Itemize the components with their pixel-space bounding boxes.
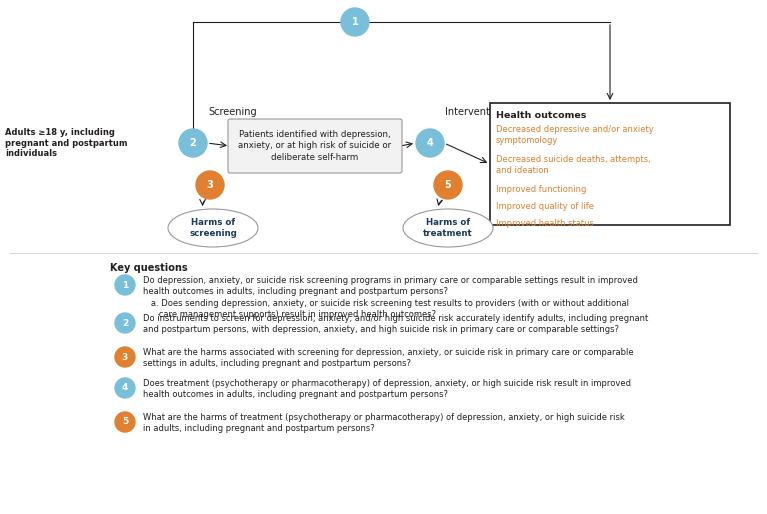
Text: Harms of
screening: Harms of screening bbox=[189, 218, 237, 238]
Text: Improved health status: Improved health status bbox=[496, 219, 594, 228]
Circle shape bbox=[115, 275, 135, 295]
Text: 1: 1 bbox=[122, 281, 128, 289]
Circle shape bbox=[115, 412, 135, 432]
Circle shape bbox=[434, 171, 462, 199]
Text: Improved quality of life: Improved quality of life bbox=[496, 202, 594, 211]
Text: 3: 3 bbox=[206, 180, 213, 190]
Text: Do depression, anxiety, or suicide risk screening programs in primary care or co: Do depression, anxiety, or suicide risk … bbox=[143, 276, 638, 319]
Text: Do instruments to screen for depression, anxiety, and/or high suicide risk accur: Do instruments to screen for depression,… bbox=[143, 314, 648, 335]
Text: 2: 2 bbox=[189, 138, 196, 148]
FancyBboxPatch shape bbox=[490, 103, 730, 225]
Circle shape bbox=[115, 313, 135, 333]
Text: Screening: Screening bbox=[208, 107, 257, 117]
Circle shape bbox=[115, 378, 135, 398]
Text: What are the harms of treatment (psychotherapy or pharmacotherapy) of depression: What are the harms of treatment (psychot… bbox=[143, 413, 625, 433]
Text: Patients identified with depression,
anxiety, or at high risk of suicide or
deli: Patients identified with depression, anx… bbox=[239, 130, 392, 162]
Circle shape bbox=[115, 347, 135, 367]
Text: 3: 3 bbox=[122, 353, 128, 361]
Text: Adults ≥18 y, including
pregnant and postpartum
individuals: Adults ≥18 y, including pregnant and pos… bbox=[5, 128, 127, 158]
Ellipse shape bbox=[403, 209, 493, 247]
Text: Decreased depressive and/or anxiety
symptomology: Decreased depressive and/or anxiety symp… bbox=[496, 125, 653, 145]
Text: Interventions: Interventions bbox=[445, 107, 510, 117]
Circle shape bbox=[416, 129, 444, 157]
Text: 1: 1 bbox=[351, 17, 358, 27]
Circle shape bbox=[341, 8, 369, 36]
Text: 4: 4 bbox=[426, 138, 433, 148]
Text: What are the harms associated with screening for depression, anxiety, or suicide: What are the harms associated with scree… bbox=[143, 348, 634, 369]
Text: Decreased suicide deaths, attempts,
and ideation: Decreased suicide deaths, attempts, and … bbox=[496, 155, 650, 175]
Circle shape bbox=[179, 129, 207, 157]
Text: 5: 5 bbox=[122, 417, 128, 427]
FancyBboxPatch shape bbox=[228, 119, 402, 173]
Text: Health outcomes: Health outcomes bbox=[496, 111, 587, 120]
Text: 5: 5 bbox=[445, 180, 451, 190]
Circle shape bbox=[196, 171, 224, 199]
Text: Improved functioning: Improved functioning bbox=[496, 185, 587, 194]
Text: 4: 4 bbox=[122, 383, 128, 393]
Text: Harms of
treatment: Harms of treatment bbox=[423, 218, 473, 238]
Text: 2: 2 bbox=[122, 319, 128, 327]
Text: Does treatment (psychotherapy or pharmacotherapy) of depression, anxiety, or hig: Does treatment (psychotherapy or pharmac… bbox=[143, 379, 631, 399]
Text: Key questions: Key questions bbox=[110, 263, 188, 273]
Ellipse shape bbox=[168, 209, 258, 247]
